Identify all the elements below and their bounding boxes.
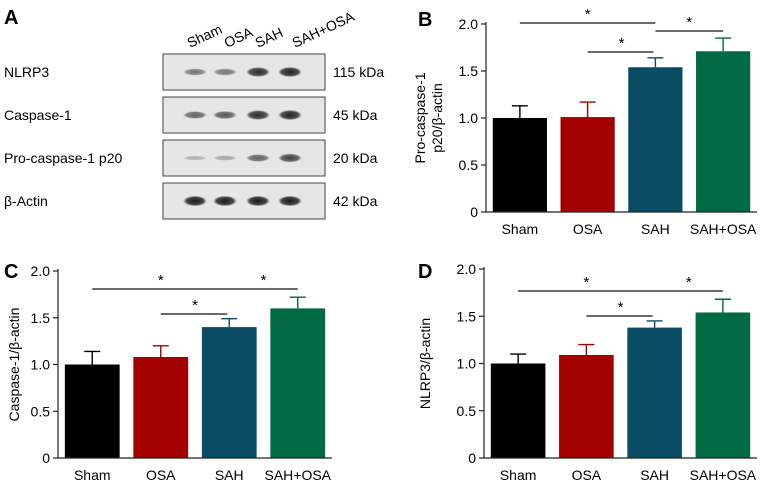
blot-band <box>278 195 302 207</box>
y-tick-label: 0 <box>42 450 50 466</box>
y-tick-label: 2.0 <box>457 261 477 277</box>
y-tick-label: 1.0 <box>457 356 477 372</box>
y-axis-label-line: Caspase-1/β-actin <box>6 308 22 422</box>
significance-label: * <box>686 14 692 31</box>
panel-letter-a: A <box>4 7 18 29</box>
bar-chart-b: Pro-caspase-1p20/β-actin 0 0.5 1.0 1.5 2.0 Sha… <box>412 6 757 237</box>
y-axis-label: NLRP3/β-actin <box>417 318 433 409</box>
blot-band <box>213 110 237 120</box>
bar <box>696 51 751 213</box>
blot-row-label: Pro-caspase-1 p20 <box>4 150 123 166</box>
blot-band <box>183 68 207 76</box>
x-tick-label: Sham <box>74 467 111 482</box>
blot-band <box>246 110 270 120</box>
x-tick-label: SAH+OSA <box>690 467 757 482</box>
lane-label: SAH <box>253 24 286 51</box>
blot-band <box>278 153 302 163</box>
significance-label: * <box>618 299 624 316</box>
significance-label: * <box>619 35 625 52</box>
x-tick-label: OSA <box>573 221 603 237</box>
y-axis-label: Caspase-1/β-actin <box>6 308 22 422</box>
bar <box>270 308 326 458</box>
bar-chart-d: NLRP3/β-actin 0 0.5 1.0 1.5 2.0 Sham OSA SAH SAH+… <box>417 261 757 483</box>
y-tick-label: 0.5 <box>459 157 479 173</box>
y-tick-label: 2.0 <box>31 263 51 279</box>
bar <box>133 357 189 458</box>
panel-letter-b: B <box>418 9 432 31</box>
y-axis-label-line: Pro-caspase-1 <box>412 72 428 163</box>
y-tick-label: 2.0 <box>459 16 479 32</box>
y-axis-label-line: p20/β-actin <box>429 83 445 153</box>
blot-band <box>183 195 207 207</box>
blot-lane-labels: Sham OSA SAH SAH+OSA <box>185 8 358 51</box>
y-tick-label: 1.0 <box>459 110 479 126</box>
bar-chart-c: Caspase-1/β-actin 0 0.5 1.0 1.5 2.0 Sham OSA SAH… <box>6 263 332 483</box>
blot-band <box>246 154 270 162</box>
bar <box>492 118 547 212</box>
x-tick-label: SAH+OSA <box>264 467 331 482</box>
x-tick-label: SAH <box>640 467 669 482</box>
bar <box>559 354 614 458</box>
western-blot-panel: Sham OSA SAH SAH+OSA NLRP3 115 kDa Caspase… <box>4 8 384 220</box>
blot-band <box>183 111 207 119</box>
blot-size-label: 20 kDa <box>333 150 378 166</box>
blot-band <box>246 67 270 77</box>
y-tick-label: 1.5 <box>31 310 51 326</box>
bar <box>201 327 257 458</box>
y-tick-label: 1.0 <box>31 357 51 373</box>
blot-band <box>213 155 237 161</box>
bar <box>627 327 682 458</box>
blot-band <box>183 155 207 161</box>
blot-band <box>278 109 302 121</box>
blot-size-label: 42 kDa <box>333 193 378 209</box>
panel-letter-c: C <box>4 261 18 283</box>
y-tick-label: 0.5 <box>31 403 51 419</box>
blot-band <box>213 195 237 207</box>
blot-band <box>278 66 302 78</box>
significance-label: * <box>585 6 591 23</box>
lane-label: Sham <box>185 21 225 51</box>
x-tick-label: SAH <box>215 467 244 482</box>
y-tick-label: 1.5 <box>459 63 479 79</box>
bar <box>628 67 683 213</box>
significance-label: * <box>686 274 692 291</box>
significance-label: * <box>192 297 198 314</box>
y-tick-label: 0 <box>468 450 476 466</box>
blot-size-label: 115 kDa <box>333 64 384 80</box>
y-axis-label-line: NLRP3/β-actin <box>417 318 433 409</box>
lane-label: OSA <box>222 23 256 50</box>
blot-band <box>213 68 237 76</box>
x-tick-label: SAH+OSA <box>690 221 757 237</box>
significance-label: * <box>261 272 267 289</box>
significance-label: * <box>158 272 164 289</box>
blot-row-label: NLRP3 <box>4 64 49 80</box>
y-tick-label: 0.5 <box>457 403 477 419</box>
blot-row-label: β-Actin <box>4 193 48 209</box>
lane-label: SAH+OSA <box>290 8 358 51</box>
y-tick-label: 1.5 <box>457 308 477 324</box>
x-tick-label: OSA <box>146 467 176 482</box>
bar <box>490 363 546 458</box>
x-tick-label: OSA <box>572 467 602 482</box>
bar <box>64 364 120 458</box>
significance-label: * <box>583 274 589 291</box>
bar <box>695 312 751 458</box>
bar <box>560 117 615 212</box>
panel-letter-d: D <box>418 261 432 283</box>
x-tick-label: Sham <box>500 467 537 482</box>
blot-band <box>246 195 270 207</box>
x-tick-label: SAH <box>641 221 670 237</box>
y-axis-label: Pro-caspase-1p20/β-actin <box>412 72 445 163</box>
y-tick-label: 0 <box>470 204 478 220</box>
x-tick-label: Sham <box>502 221 539 237</box>
blot-size-label: 45 kDa <box>333 107 378 123</box>
blot-row-label: Caspase-1 <box>4 107 72 123</box>
